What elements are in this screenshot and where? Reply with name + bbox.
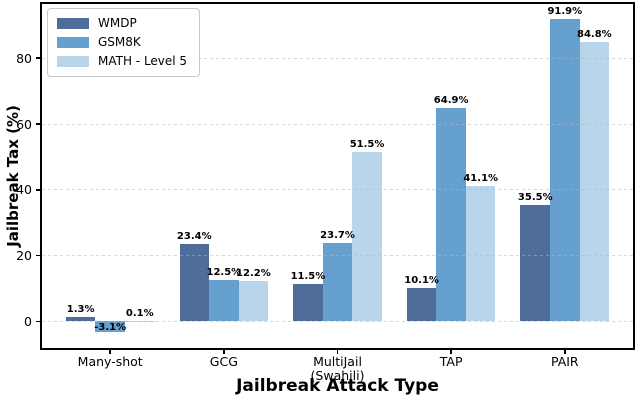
gridline-80: [42, 57, 633, 59]
x-axis: Many-shot GCG MultiJail (Swahili) TAP PAIR: [42, 350, 633, 396]
bar-value-label: 12.2%: [236, 268, 271, 280]
y-tick-label-80: 80: [16, 50, 32, 66]
legend-item-wmdp: WMDP: [57, 16, 187, 31]
bar-value-label: 11.5%: [290, 270, 326, 282]
x-tick-mark-multijail: [336, 350, 339, 354]
bar-value-label: 64.9%: [433, 94, 469, 106]
bar-value-label: 51.5%: [349, 138, 385, 150]
bar-value-label: 41.1%: [463, 173, 499, 185]
bar-gsm8k-pair: [550, 19, 580, 322]
x-axis-title: Jailbreak Attack Type: [236, 376, 439, 396]
x-tick-mark-pair: [564, 350, 566, 354]
bar-value-label: 0.1%: [125, 308, 154, 320]
x-tick-label-multijail: MultiJail (Swahili): [310, 354, 365, 383]
gridline-40: [42, 189, 633, 191]
y-tick-mark-80: [36, 57, 40, 60]
x-tick-label-gcg: GCG: [209, 354, 238, 369]
x-tick-mark-many-shot: [109, 350, 111, 354]
bar-value-label: 10.1%: [404, 275, 439, 287]
x-tick-label-many-shot: Many-shot: [77, 354, 143, 369]
bar-math-level-5-pair: [579, 42, 610, 322]
bar-value-label: 91.9%: [547, 6, 583, 18]
bar-gsm8k-tap: [436, 107, 466, 322]
legend: WMDP GSM8K MATH - Level 5: [47, 8, 201, 77]
x-tick-mark-gcg: [223, 350, 225, 354]
y-tick-mark-60: [36, 123, 40, 125]
y-tick-label-0: 0: [24, 313, 32, 329]
bar-gsm8k-multijail: [322, 243, 353, 322]
legend-swatch-gsm8k: [57, 37, 89, 48]
gridline-60: [42, 123, 633, 125]
legend-item-gsm8k: GSM8K: [57, 35, 187, 50]
legend-swatch-math-level-5: [57, 56, 89, 67]
legend-swatch-wmdp: [57, 18, 89, 29]
bar-gsm8k-many-shot: [95, 321, 125, 332]
bar-wmdp-pair: [520, 204, 551, 322]
bar-math-level-5-tap: [465, 186, 496, 322]
bar-math-level-5-multijail: [352, 151, 382, 322]
x-tick-mark-tap: [450, 350, 452, 354]
bar-wmdp-gcg: [179, 244, 210, 322]
x-tick-label-pair: PAIR: [550, 354, 579, 369]
bar-value-label: 12.5%: [206, 267, 242, 279]
y-tick-mark-40: [36, 189, 40, 191]
y-axis-tick-labels: 0 20 40 60 80: [0, 4, 34, 348]
y-tick-label-40: 40: [16, 182, 32, 198]
grid-layer: [42, 4, 633, 348]
legend-label-math-level-5: MATH - Level 5: [98, 54, 188, 68]
legend-item-math-level-5: MATH - Level 5: [57, 54, 187, 69]
gridline-20: [42, 255, 633, 257]
y-tick-mark-20: [36, 254, 40, 257]
bar-value-label: 23.4%: [176, 231, 212, 243]
y-tick-label-20: 20: [16, 248, 32, 264]
bar-wmdp-multijail: [293, 283, 323, 322]
bar-value-label: 1.3%: [66, 304, 95, 316]
bar-value-label: 84.8%: [576, 29, 612, 41]
legend-label-gsm8k: GSM8K: [98, 35, 141, 49]
bar-wmdp-tap: [406, 288, 437, 322]
plot-area: 1.3% 23.4% 11.5% 10.1% 35.5% -3.1% 12.5% 23.7% 6…: [40, 2, 635, 350]
bars-layer: 1.3% 23.4% 11.5% 10.1% 35.5% -3.1% 12.5% 23.7% 6…: [42, 4, 633, 348]
bar-value-label: -3.1%: [94, 322, 127, 334]
bar-wmdp-many-shot: [65, 317, 96, 322]
y-axis-tick-marks: [36, 4, 40, 348]
bar-math-level-5-gcg: [238, 281, 269, 322]
gridline-0: [42, 320, 633, 322]
y-tick-mark-0: [36, 320, 40, 323]
y-tick-label-60: 60: [16, 116, 32, 132]
legend-label-wmdp: WMDP: [98, 16, 137, 30]
bar-gsm8k-gcg: [209, 280, 239, 322]
x-tick-label-tap: TAP: [439, 354, 463, 369]
bar-value-label: 23.7%: [320, 230, 355, 242]
bar-value-label: 35.5%: [517, 191, 553, 203]
